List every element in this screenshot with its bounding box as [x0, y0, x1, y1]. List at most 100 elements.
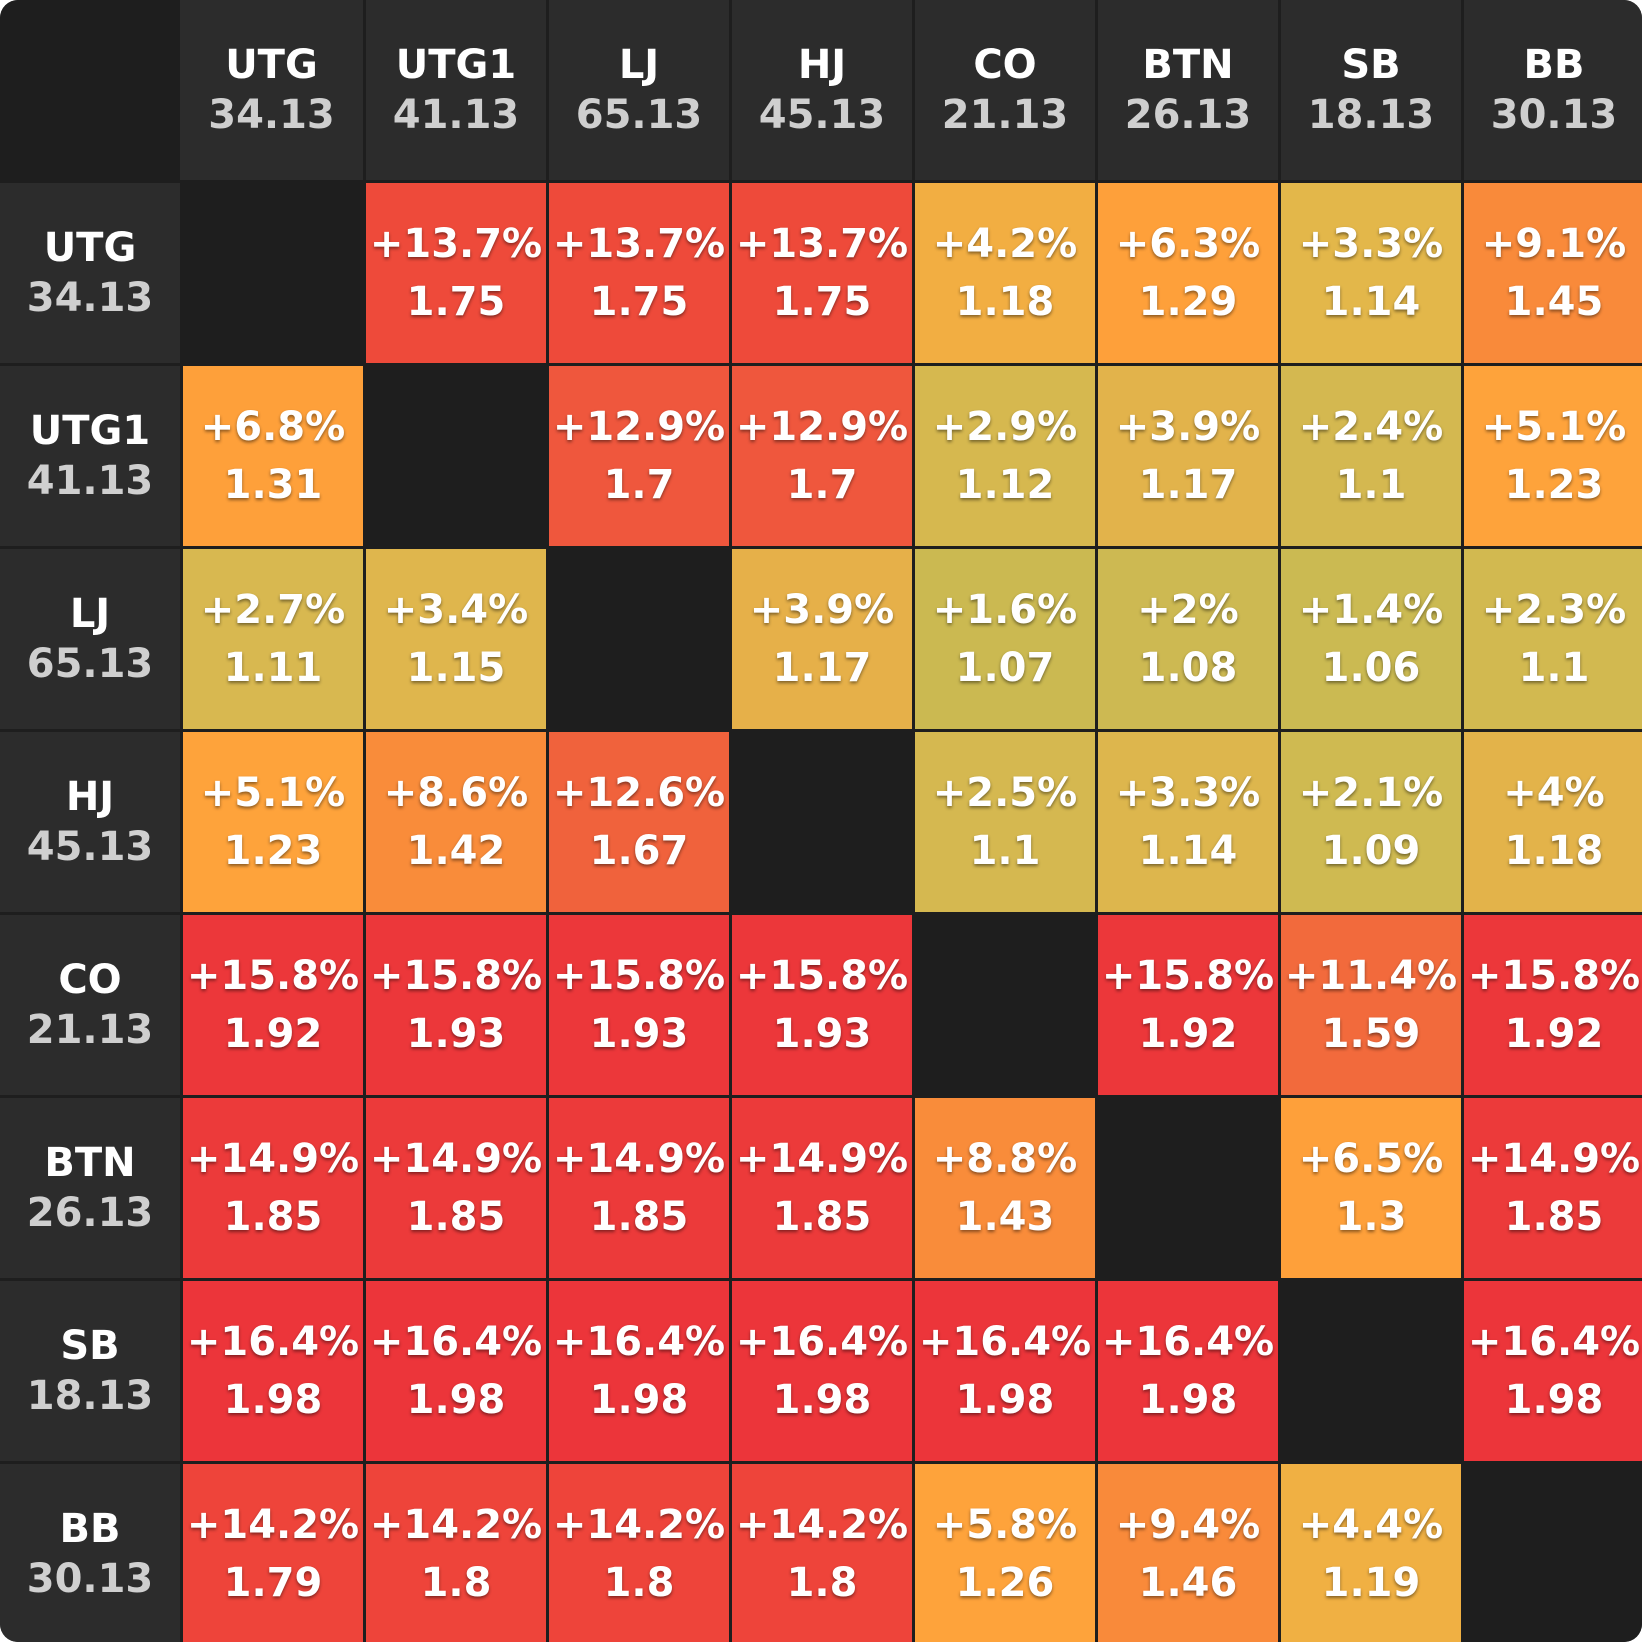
- heatmap-cell: +15.8% 1.92: [1461, 912, 1642, 1095]
- row-header-position: UTG1: [29, 408, 151, 454]
- cell-percent: +3.3%: [1298, 221, 1444, 267]
- cell-value: 1.18: [1504, 828, 1604, 874]
- heatmap-cell: +5.1% 1.23: [1461, 363, 1642, 546]
- cell-value: 1.75: [589, 279, 689, 325]
- cell-percent: +3.4%: [383, 587, 529, 633]
- heatmap-cell: +2.9% 1.12: [912, 363, 1095, 546]
- heatmap-cell: +15.8% 1.92: [1095, 912, 1278, 1095]
- cell-value: 1.67: [589, 828, 689, 874]
- heatmap-cell: +15.8% 1.93: [363, 912, 546, 1095]
- heatmap-cell: +4% 1.18: [1461, 729, 1642, 912]
- column-header-btn: BTN 26.13: [1095, 0, 1278, 180]
- heatmap-cell: +16.4% 1.98: [912, 1278, 1095, 1461]
- cell-percent: +1.4%: [1298, 587, 1444, 633]
- cell-percent: +12.9%: [552, 404, 726, 450]
- row-header-position: UTG: [43, 225, 137, 271]
- cell-value: 1.85: [589, 1194, 689, 1240]
- cell-percent: +12.9%: [735, 404, 909, 450]
- cell-percent: +2%: [1137, 587, 1239, 633]
- heatmap-cell: +13.7% 1.75: [546, 180, 729, 363]
- cell-percent: +5.8%: [932, 1502, 1078, 1548]
- cell-percent: +15.8%: [1101, 953, 1275, 999]
- heatmap-cell: +2.5% 1.1: [912, 729, 1095, 912]
- cell-percent: +8.8%: [932, 1136, 1078, 1182]
- cell-value: 1.93: [772, 1011, 872, 1057]
- heatmap-cell: +16.4% 1.98: [546, 1278, 729, 1461]
- cell-percent: +4%: [1503, 770, 1605, 816]
- cell-value: 1.29: [1138, 279, 1238, 325]
- matrix-corner: [0, 0, 180, 180]
- row-header-utg: UTG 34.13: [0, 180, 180, 363]
- cell-percent: +5.1%: [1481, 404, 1627, 450]
- row-header-position: HJ: [65, 774, 115, 820]
- heatmap-cell: +8.8% 1.43: [912, 1095, 1095, 1278]
- heatmap-cell: +14.9% 1.85: [546, 1095, 729, 1278]
- column-header-sb: SB 18.13: [1278, 0, 1461, 180]
- row-header-position: SB: [60, 1323, 120, 1369]
- heatmap-cell: +14.9% 1.85: [363, 1095, 546, 1278]
- heatmap-cell: +5.1% 1.23: [180, 729, 363, 912]
- heatmap-cell-empty: [363, 363, 546, 546]
- cell-value: 1.75: [772, 279, 872, 325]
- cell-value: 1.18: [955, 279, 1055, 325]
- cell-percent: +14.2%: [369, 1502, 543, 1548]
- cell-value: 1.92: [223, 1011, 323, 1057]
- cell-value: 1.26: [955, 1560, 1055, 1606]
- heatmap-cell: +16.4% 1.98: [1095, 1278, 1278, 1461]
- cell-percent: +15.8%: [1467, 953, 1641, 999]
- heatmap-cell: +15.8% 1.92: [180, 912, 363, 1095]
- column-header-hj: HJ 45.13: [729, 0, 912, 180]
- heatmap-cell: +16.4% 1.98: [363, 1278, 546, 1461]
- row-header-stack: 21.13: [26, 1007, 154, 1053]
- heatmap-cell-empty: [729, 729, 912, 912]
- heatmap-cell: +12.9% 1.7: [546, 363, 729, 546]
- column-header-utg: UTG 34.13: [180, 0, 363, 180]
- heatmap-cell: +14.2% 1.8: [729, 1461, 912, 1642]
- heatmap-cell: +1.6% 1.07: [912, 546, 1095, 729]
- cell-value: 1.08: [1138, 645, 1238, 691]
- column-header-stack: 18.13: [1307, 92, 1435, 138]
- cell-value: 1.23: [1504, 462, 1604, 508]
- cell-value: 1.59: [1321, 1011, 1421, 1057]
- column-header-stack: 65.13: [575, 92, 703, 138]
- cell-percent: +2.5%: [932, 770, 1078, 816]
- cell-value: 1.7: [603, 462, 675, 508]
- heatmap-cell: +16.4% 1.98: [729, 1278, 912, 1461]
- heatmap-cell: +15.8% 1.93: [729, 912, 912, 1095]
- row-header-stack: 18.13: [26, 1373, 154, 1419]
- cell-percent: +13.7%: [735, 221, 909, 267]
- row-header-stack: 34.13: [26, 275, 154, 321]
- cell-percent: +2.9%: [932, 404, 1078, 450]
- cell-value: 1.14: [1321, 279, 1421, 325]
- column-header-stack: 41.13: [392, 92, 520, 138]
- cell-value: 1.42: [406, 828, 506, 874]
- cell-value: 1.11: [223, 645, 323, 691]
- heatmap-cell: +13.7% 1.75: [363, 180, 546, 363]
- heatmap-cell: +12.6% 1.67: [546, 729, 729, 912]
- row-header-position: BB: [59, 1506, 121, 1552]
- cell-percent: +11.4%: [1284, 953, 1458, 999]
- heatmap-cell: +3.3% 1.14: [1278, 180, 1461, 363]
- column-header-stack: 45.13: [758, 92, 886, 138]
- column-header-stack: 34.13: [208, 92, 335, 138]
- cell-percent: +9.4%: [1115, 1502, 1261, 1548]
- column-header-position: HJ: [797, 42, 847, 88]
- cell-value: 1.1: [1518, 645, 1590, 691]
- cell-value: 1.23: [223, 828, 323, 874]
- cell-percent: +6.3%: [1115, 221, 1261, 267]
- cell-percent: +9.1%: [1481, 221, 1627, 267]
- cell-percent: +16.4%: [186, 1319, 360, 1365]
- cell-percent: +13.7%: [552, 221, 726, 267]
- row-header-btn: BTN 26.13: [0, 1095, 180, 1278]
- cell-value: 1.92: [1504, 1011, 1604, 1057]
- cell-percent: +15.8%: [552, 953, 726, 999]
- cell-value: 1.15: [406, 645, 506, 691]
- column-header-stack: 30.13: [1490, 92, 1618, 138]
- cell-value: 1.8: [603, 1560, 675, 1606]
- cell-percent: +13.7%: [369, 221, 543, 267]
- cell-percent: +2.1%: [1298, 770, 1444, 816]
- heatmap-cell-empty: [1278, 1278, 1461, 1461]
- row-header-stack: 41.13: [26, 458, 154, 504]
- cell-percent: +6.5%: [1298, 1136, 1444, 1182]
- heatmap-cell: +14.2% 1.8: [363, 1461, 546, 1642]
